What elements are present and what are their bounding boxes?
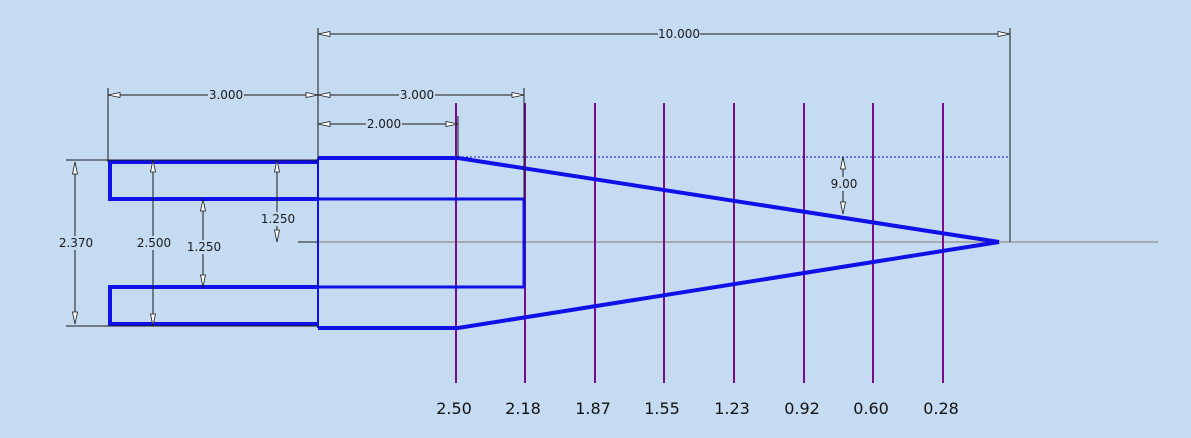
dimension-overall-length: 10.000: [317, 27, 1011, 41]
station-label: 2.18: [505, 399, 541, 418]
dimension-offset-upper: 1.250: [260, 159, 296, 243]
dimension-shoulder-length: 2.000: [317, 117, 459, 131]
station-label: 1.55: [644, 399, 680, 418]
dimension-offset-lower: 1.250: [186, 198, 222, 288]
left-lower-body: [108, 285, 318, 326]
shoulder-length-label: 2.000: [367, 117, 401, 131]
height-outer-label: 2.370: [59, 236, 93, 250]
left-length-label: 3.000: [209, 88, 243, 102]
outer-contour-lower: [318, 240, 1000, 330]
station-label: 2.50: [436, 399, 472, 418]
station-label: 0.60: [853, 399, 889, 418]
dimension-mid-length: 3.000: [317, 88, 525, 102]
dimension-height-inner: 2.500: [136, 159, 172, 327]
station-lines: [455, 103, 944, 383]
dimension-angle: 9.00: [829, 156, 859, 215]
offset-upper-label: 1.250: [261, 212, 295, 226]
dimension-height-outer: 2.370: [58, 161, 94, 325]
extension-lines: [66, 28, 1011, 327]
overall-length-label: 10.000: [658, 27, 700, 41]
station-label: 1.87: [575, 399, 611, 418]
inner-bore: [318, 197, 526, 289]
left-upper-body: [108, 160, 318, 201]
mid-length-label: 3.000: [400, 88, 434, 102]
nozzle-profile: [108, 156, 1000, 330]
height-inner-label: 2.500: [137, 236, 171, 250]
station-label: 0.28: [923, 399, 959, 418]
offset-lower-label: 1.250: [187, 240, 221, 254]
angle-label: 9.00: [831, 177, 858, 191]
station-labels: 2.50 2.18 1.87 1.55 1.23 0.92 0.60 0.28: [436, 399, 959, 418]
dimension-left-length: 3.000: [107, 88, 319, 102]
station-label: 1.23: [714, 399, 750, 418]
station-label: 0.92: [784, 399, 820, 418]
